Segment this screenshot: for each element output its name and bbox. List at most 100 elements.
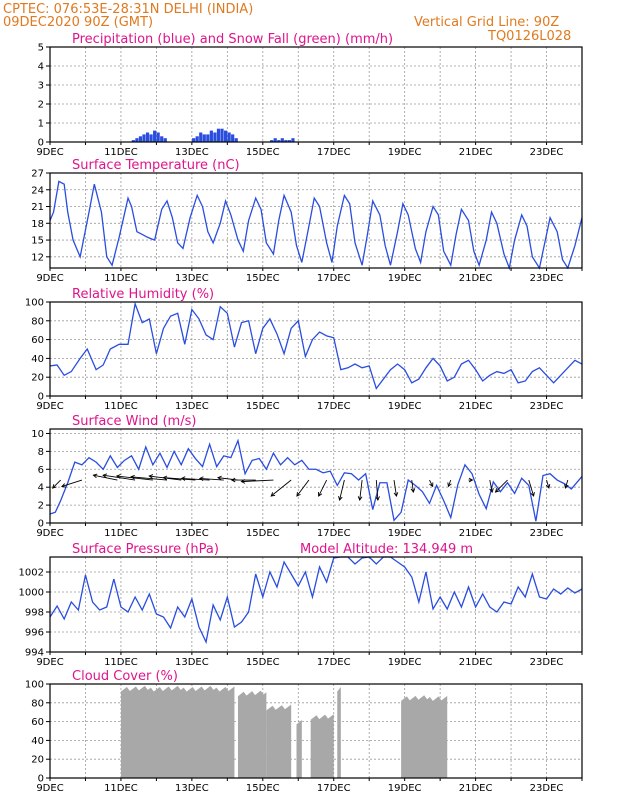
wind-arrowhead xyxy=(545,484,551,489)
precip-ytick-label: 5 xyxy=(38,43,44,54)
rh-ytick-label: 60 xyxy=(31,335,44,346)
precip-frame xyxy=(49,46,583,143)
wind-arrow xyxy=(181,477,210,481)
rh-xtick-label: 23DEC xyxy=(530,401,564,412)
cloud-area xyxy=(401,695,448,778)
wind-xtick-label: 15DEC xyxy=(246,528,280,539)
cloud-ytick-label: 60 xyxy=(31,717,44,728)
wind-arrow xyxy=(131,476,168,481)
rh-ytick-label: 20 xyxy=(31,373,44,384)
temp-ytick-label: 15 xyxy=(31,236,44,247)
wind-arrow xyxy=(429,479,434,487)
wind-xtick-label: 13DEC xyxy=(175,528,209,539)
cloud-area xyxy=(120,685,235,778)
cloud-panel: Cloud Cover (%) 0 20 40 60 80 100 9DEC 11DEC 13DE… xyxy=(25,669,583,794)
wind-arrow xyxy=(339,479,345,501)
precip-ytick-label: 3 xyxy=(38,81,44,92)
wind-ytick-label: 10 xyxy=(31,429,44,440)
temp-ytick-label: 18 xyxy=(31,219,44,230)
precip-bar xyxy=(131,140,135,142)
rh-xtick-label: 9DEC xyxy=(36,401,63,412)
cloud-xtick-label: 15DEC xyxy=(246,783,280,794)
wind-arrow xyxy=(393,479,397,497)
wind-line xyxy=(49,438,583,522)
wind-arrowhead xyxy=(489,488,494,493)
wind-arrowhead xyxy=(429,482,434,488)
wind-arrowhead xyxy=(180,476,186,481)
wind-arrowhead xyxy=(240,479,246,484)
wind-arrow xyxy=(546,479,550,489)
temp-xtick-label: 23DEC xyxy=(530,273,564,284)
rh-ytick-label: 80 xyxy=(31,316,44,327)
wind-arrowhead xyxy=(270,492,276,497)
pressure-annotation: Model Altitude: 134.949 m xyxy=(300,542,473,557)
grid-note: Vertical Grid Line: 90Z xyxy=(414,15,559,30)
cloud-ytick-label: 80 xyxy=(31,698,44,709)
cloud-ytick-label: 40 xyxy=(31,736,44,747)
wind-arrow xyxy=(270,479,292,497)
rh-xtick-label: 21DEC xyxy=(459,401,493,412)
rh-title: Relative Humidity (%) xyxy=(72,287,214,302)
wind-xtick-label: 23DEC xyxy=(530,528,564,539)
pressure-ytick-label: 1000 xyxy=(19,588,44,599)
rh-ytick-label: 0 xyxy=(38,392,44,403)
precip-panel: Precipitation (blue) and Snow Fall (gree… xyxy=(36,32,583,158)
precip-bar xyxy=(287,140,291,142)
rh-ytick-label: 40 xyxy=(31,354,44,365)
wind-xtick-label: 21DEC xyxy=(459,528,493,539)
rh-frame xyxy=(49,301,583,397)
pressure-ytick-label: 998 xyxy=(25,608,44,619)
temp-panel: Surface Temperature (nC) 12 15 18 21 24 27 9DEC… xyxy=(31,158,583,284)
pressure-line xyxy=(49,556,583,645)
wind-arrowhead xyxy=(198,476,204,481)
cloud-area xyxy=(337,687,341,778)
cloud-area xyxy=(296,719,302,778)
wind-arrow xyxy=(61,479,83,487)
wind-ytick-label: 6 xyxy=(38,465,44,476)
temp-title: Surface Temperature (nC) xyxy=(72,158,240,173)
wind-arrowhead xyxy=(102,473,108,479)
precip-xtick-label: 21DEC xyxy=(459,147,493,158)
precip-xtick-label: 19DEC xyxy=(388,147,422,158)
wind-arrowhead xyxy=(230,477,236,483)
precip-bar xyxy=(227,132,231,142)
wind-ytick-label: 0 xyxy=(38,519,44,530)
temp-ytick-label: 21 xyxy=(31,202,44,213)
cloud-area xyxy=(310,714,334,778)
wind-arrow xyxy=(411,479,414,493)
wind-arrow xyxy=(359,479,363,501)
precip-bar xyxy=(138,136,143,142)
wind-arrow xyxy=(199,477,224,481)
cloud-frame xyxy=(49,683,583,779)
cloud-title: Cloud Cover (%) xyxy=(72,669,178,684)
precip-bar xyxy=(153,130,157,142)
temp-xtick-label: 13DEC xyxy=(175,273,209,284)
pressure-xtick-label: 11DEC xyxy=(104,657,138,668)
precip-bar xyxy=(195,136,199,142)
precip-bar xyxy=(142,134,146,142)
rh-line xyxy=(49,301,583,390)
precip-bar xyxy=(206,134,210,142)
wind-xtick-label: 11DEC xyxy=(104,528,138,539)
cloud-ytick-label: 0 xyxy=(38,774,44,785)
wind-arrow xyxy=(93,474,118,481)
wind-arrow xyxy=(163,477,196,481)
wind-frame xyxy=(49,428,583,524)
wind-arrow xyxy=(296,479,310,497)
temp-xtick-label: 17DEC xyxy=(317,273,351,284)
wind-arrow xyxy=(447,479,452,487)
wind-arrowhead xyxy=(130,474,135,480)
temp-xtick-label: 21DEC xyxy=(459,273,493,284)
precip-bar xyxy=(209,130,213,142)
pressure-xtick-label: 23DEC xyxy=(530,657,564,668)
run-code: TQ0126L028 xyxy=(487,29,571,44)
precip-xtick-label: 13DEC xyxy=(175,147,209,158)
wind-arrowhead xyxy=(338,496,343,501)
pressure-xtick-label: 9DEC xyxy=(36,657,63,668)
rh-xtick-label: 19DEC xyxy=(388,401,422,412)
wind-arrow xyxy=(564,479,569,489)
cloud-ytick-label: 20 xyxy=(31,755,44,766)
wind-arrow xyxy=(318,479,328,497)
precip-bar xyxy=(163,138,167,142)
